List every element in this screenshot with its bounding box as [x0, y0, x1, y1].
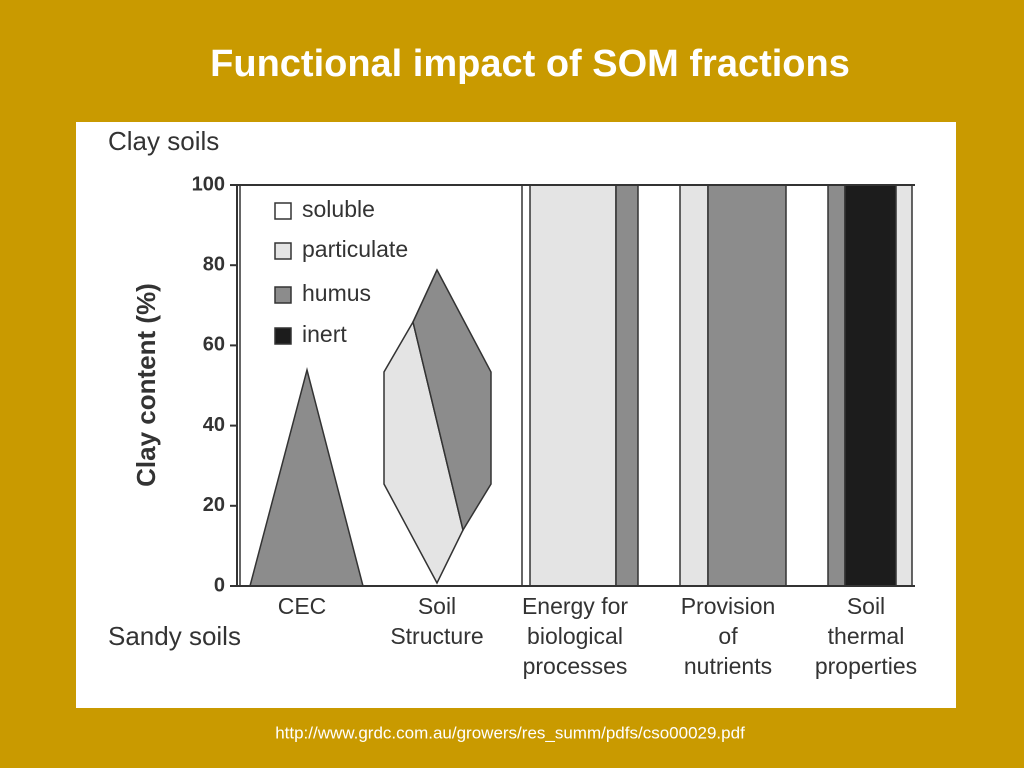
top-label: Clay soils — [108, 126, 219, 156]
thermal-inert — [844, 184, 897, 587]
x-tick-label: Energy for — [522, 593, 628, 619]
x-tick-label: properties — [815, 653, 917, 679]
x-tick-label: Soil — [418, 593, 456, 619]
slide-title: Functional impact of SOM fractions — [210, 43, 850, 85]
y-tick-label: 20 — [203, 494, 225, 516]
nutrients-humus — [707, 184, 787, 587]
structure-humus — [412, 268, 492, 532]
x-tick-label: Provision — [681, 593, 776, 619]
x-tick-label: nutrients — [684, 653, 772, 679]
x-tick-label: of — [718, 623, 738, 649]
x-tick-label: Soil — [847, 593, 885, 619]
legend-swatch — [274, 327, 292, 345]
legend-swatch — [274, 242, 292, 260]
y-tick-label: 40 — [203, 414, 225, 436]
x-tick-label: thermal — [828, 623, 905, 649]
structure-particulate — [383, 320, 464, 585]
legend-label: particulate — [302, 236, 408, 262]
source-url: http://www.grdc.com.au/growers/res_summ/… — [275, 723, 745, 742]
x-tick-label: biological — [527, 623, 623, 649]
legend-swatch — [274, 202, 292, 220]
energy-particulate — [529, 184, 617, 587]
y-tick-label: 0 — [214, 574, 225, 596]
legend-label: inert — [302, 321, 347, 347]
x-tick-label: CEC — [278, 593, 327, 619]
x-tick-label: processes — [523, 653, 628, 679]
bottom-label: Sandy soils — [108, 621, 241, 651]
energy-humus — [615, 184, 639, 587]
thermal-humus — [827, 184, 846, 587]
thermal-particulate — [895, 184, 913, 587]
legend-label: soluble — [302, 196, 375, 222]
y-tick-label: 60 — [203, 334, 225, 356]
legend-swatch — [274, 286, 292, 304]
y-axis-label: Clay content (%) — [131, 283, 161, 487]
y-tick-label: 100 — [192, 173, 225, 195]
y-tick-label: 80 — [203, 253, 225, 275]
x-tick-label: Structure — [390, 623, 483, 649]
nutrients-particulate — [679, 184, 709, 587]
legend-label: humus — [302, 280, 371, 306]
